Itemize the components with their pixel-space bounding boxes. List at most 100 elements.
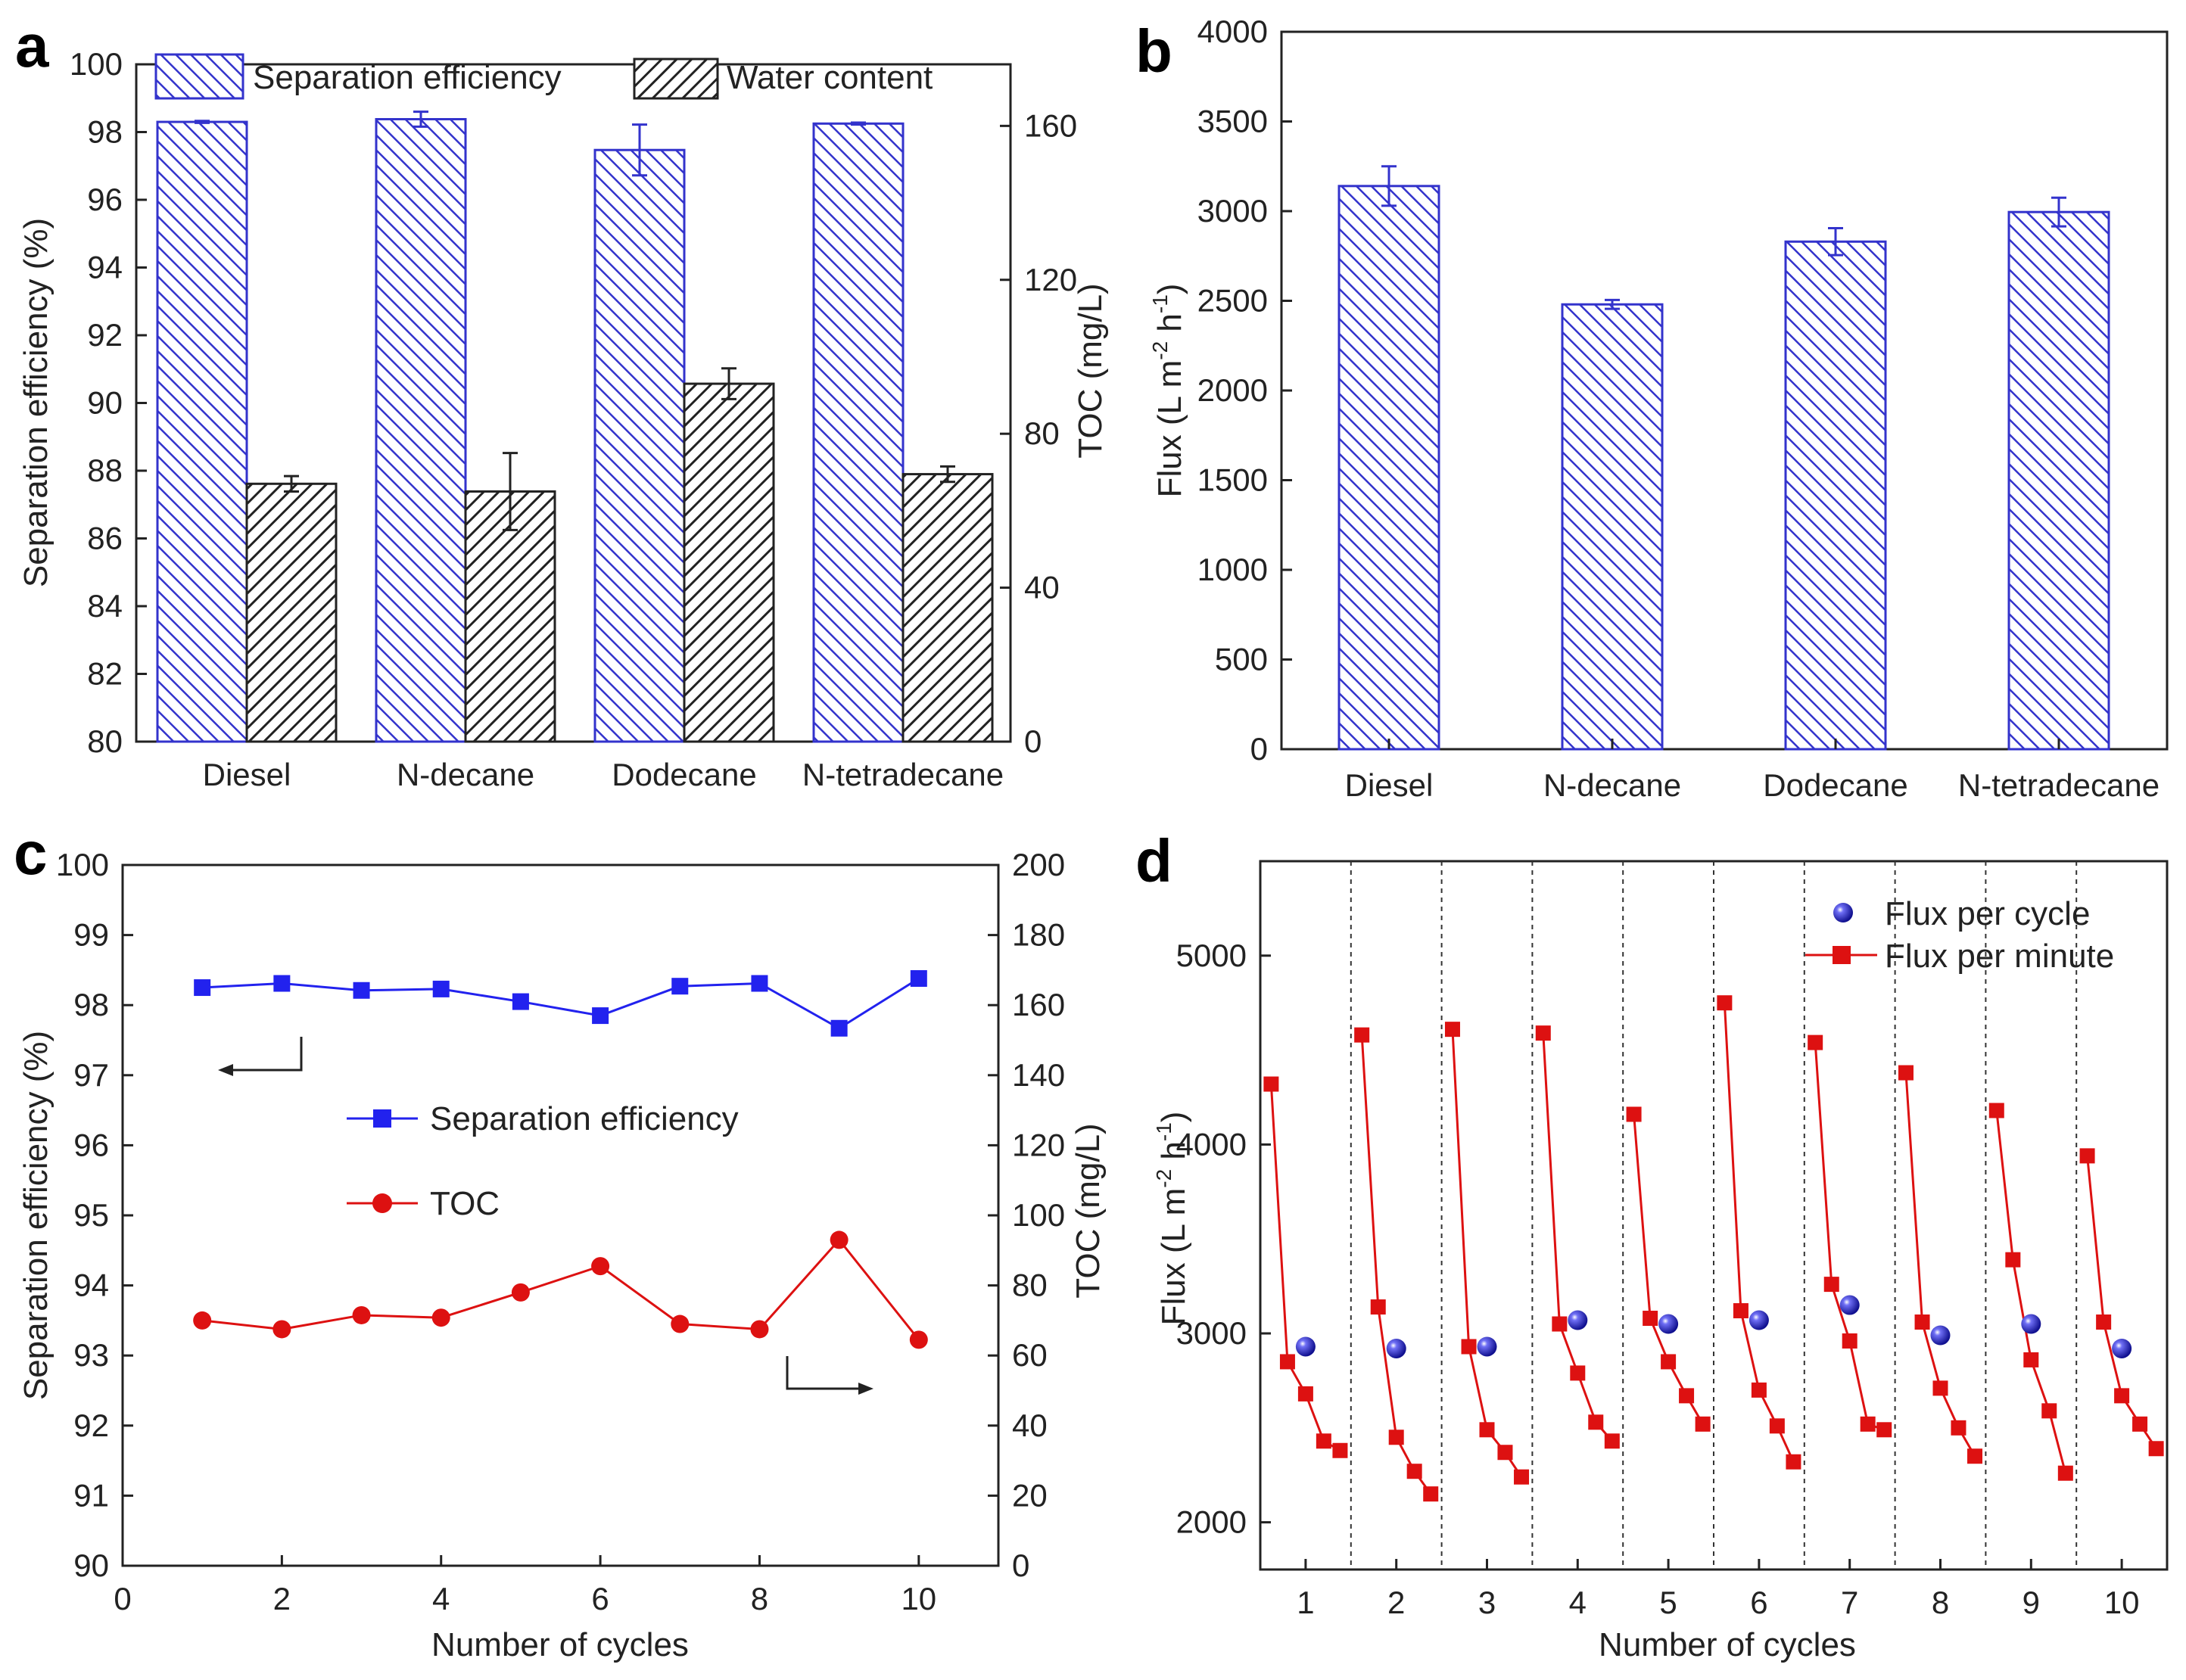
c-ytick-label-0: 90 (73, 1548, 109, 1583)
point-toc-0 (193, 1311, 212, 1330)
b-ytick-label-8: 4000 (1197, 14, 1268, 49)
legend-swatch-water-content (633, 58, 719, 100)
point-toc-6 (671, 1314, 690, 1333)
point-flux-per-minute-1-2 (1297, 1386, 1313, 1402)
bar-separation-efficiency-0 (156, 120, 248, 743)
point-flux-per-minute-2-3 (1406, 1464, 1422, 1479)
d-ytick-label-0: 2000 (1176, 1504, 1247, 1540)
a-ytick-label-1: 82 (87, 656, 123, 692)
point-separation-efficiency-5 (592, 1007, 609, 1025)
chart-a-ylabel: Separation efficiency (%) (17, 218, 54, 587)
a-ytick-label-6: 92 (87, 317, 123, 353)
point-flux-per-cycle-2 (1477, 1336, 1497, 1357)
legend-label-separation-efficiency: Separation efficiency (253, 59, 562, 96)
c-y2tick-label-9: 180 (1012, 917, 1065, 953)
bar-water-content-2 (683, 382, 775, 743)
point-flux-per-minute-5-2 (1661, 1354, 1677, 1370)
a-y2tick-label-4: 160 (1024, 107, 1077, 143)
c-ytick-label-8: 98 (73, 987, 109, 1022)
axis-indicator-arrows (218, 1037, 873, 1395)
point-toc-2 (352, 1305, 371, 1324)
point-toc-3 (431, 1308, 450, 1327)
b-xtick-label-3: N-tetradecane (1958, 767, 2160, 803)
line-toc (202, 1238, 920, 1341)
c-y2tick-label-4: 80 (1012, 1268, 1048, 1303)
c-y2tick-label-3: 60 (1012, 1337, 1048, 1373)
a-xtick-label-2: Dodecane (612, 757, 756, 792)
point-flux-per-cycle-4 (1658, 1314, 1679, 1334)
point-separation-efficiency-8 (830, 1019, 848, 1037)
a-ytick-label-0: 80 (87, 723, 123, 759)
point-toc-8 (830, 1230, 849, 1249)
point-flux-per-minute-10-2 (2114, 1388, 2130, 1404)
line-flux-per-minute-cycle-5 (1633, 1114, 1704, 1425)
point-flux-per-minute-2-1 (1370, 1299, 1386, 1315)
chart-c-frame (121, 863, 1000, 1567)
point-separation-efficiency-2 (353, 982, 370, 999)
d-ytick-label-1: 3000 (1176, 1315, 1247, 1351)
point-flux-per-minute-6-4 (1786, 1454, 1801, 1470)
point-flux-per-minute-7-1 (1823, 1277, 1839, 1293)
legend-label-c-separation-efficiency: Separation efficiency (430, 1100, 739, 1137)
d-xtick-label-1: 2 (1387, 1585, 1405, 1620)
point-flux-per-minute-6-2 (1751, 1382, 1767, 1398)
bar-separation-efficiency-1 (375, 117, 467, 743)
point-flux-per-minute-2-2 (1388, 1430, 1404, 1445)
d-xtick-label-5: 6 (1750, 1585, 1767, 1620)
point-flux-per-minute-9-4 (2057, 1465, 2073, 1481)
point-flux-per-minute-8-3 (1951, 1420, 1966, 1436)
a-ytick-label-10: 100 (70, 46, 123, 82)
b-ytick-label-2: 1000 (1197, 552, 1268, 587)
point-flux-per-minute-5-0 (1626, 1106, 1642, 1122)
chart-c-xlabel: Number of cycles (431, 1626, 689, 1663)
panel-letter-a: a (15, 12, 49, 79)
chart-c-legend: Separation efficiency TOC (347, 1100, 739, 1222)
line-flux-per-minute-cycle-3 (1451, 1029, 1523, 1478)
point-flux-per-minute-10-1 (2096, 1314, 2112, 1330)
bar-flux-3 (2007, 210, 2110, 751)
bar-water-content-3 (901, 473, 994, 743)
a-ytick-label-4: 88 (87, 453, 123, 488)
chart-a-y2label: TOC (mg/L) (1072, 283, 1109, 458)
chart-c-ylabel: Separation efficiency (%) (17, 1031, 54, 1400)
bar-water-content-0 (245, 482, 338, 743)
d-ytick-label-3: 5000 (1176, 938, 1247, 973)
point-toc-5 (591, 1257, 610, 1276)
c-y2tick-label-2: 40 (1012, 1408, 1048, 1443)
b-ytick-label-1: 500 (1215, 642, 1268, 677)
b-ytick-label-7: 3500 (1197, 104, 1268, 139)
b-ytick-label-0: 0 (1250, 731, 1268, 767)
b-ytick-label-3: 1500 (1197, 462, 1268, 498)
point-separation-efficiency-0 (194, 979, 211, 997)
point-flux-per-minute-7-0 (1808, 1034, 1823, 1050)
d-xtick-label-6: 7 (1841, 1585, 1858, 1620)
point-flux-per-minute-10-4 (2148, 1441, 2164, 1457)
a-ytick-label-9: 98 (87, 114, 123, 150)
point-flux-per-minute-9-2 (2023, 1352, 2039, 1367)
point-flux-per-minute-7-2 (1842, 1333, 1857, 1349)
point-toc-9 (909, 1330, 928, 1349)
right-axis-arrow (786, 1356, 869, 1390)
point-flux-per-minute-8-2 (1932, 1380, 1948, 1396)
legend-marker-flux-per-cycle (1833, 903, 1853, 922)
c-ytick-label-4: 94 (73, 1268, 109, 1303)
panel-letter-d: d (1135, 827, 1172, 894)
a-xtick-label-0: Diesel (203, 757, 291, 792)
c-xtick-label-0: 0 (114, 1581, 131, 1616)
c-ytick-label-9: 99 (73, 917, 109, 953)
d-xtick-label-9: 10 (2104, 1585, 2140, 1620)
c-xtick-label-3: 6 (591, 1581, 609, 1616)
point-flux-per-minute-4-4 (1604, 1433, 1620, 1449)
point-flux-per-minute-5-1 (1643, 1311, 1658, 1327)
point-toc-1 (272, 1320, 291, 1339)
point-flux-per-minute-3-3 (1497, 1445, 1513, 1461)
d-xtick-label-7: 8 (1932, 1585, 1949, 1620)
point-flux-per-minute-4-1 (1552, 1316, 1568, 1332)
point-flux-per-minute-9-0 (1988, 1103, 2004, 1118)
point-flux-per-minute-4-3 (1588, 1414, 1604, 1430)
a-y2tick-label-2: 80 (1024, 415, 1060, 451)
point-toc-7 (750, 1320, 769, 1339)
point-flux-per-minute-6-3 (1769, 1418, 1785, 1434)
